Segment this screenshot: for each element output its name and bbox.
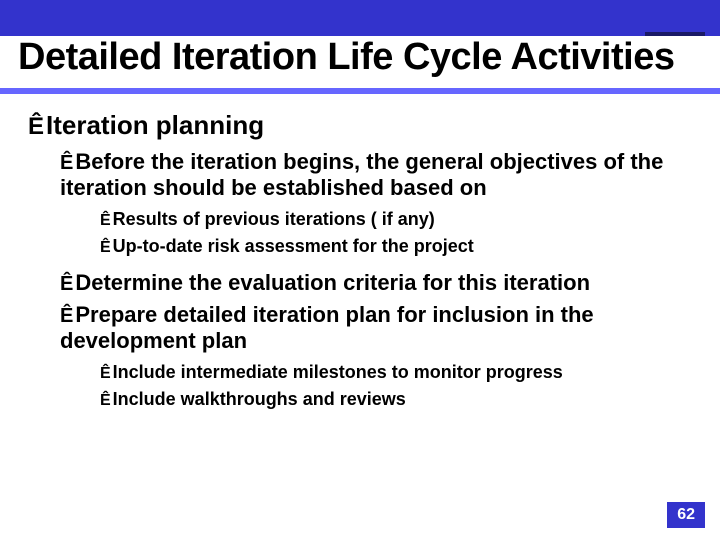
arrow-icon: Ê bbox=[60, 272, 73, 296]
bullet-level2: ÊBefore the iteration begins, the genera… bbox=[60, 149, 692, 202]
bullet-level3: ÊUp-to-date risk assessment for the proj… bbox=[100, 235, 692, 258]
page-number: 62 bbox=[667, 502, 705, 528]
bullet-text: Iteration planning bbox=[46, 110, 264, 140]
arrow-icon: Ê bbox=[60, 304, 73, 328]
bullet-text: Determine the evaluation criteria for th… bbox=[75, 270, 590, 295]
bullet-text: Include intermediate milestones to monit… bbox=[113, 362, 563, 382]
arrow-icon: Ê bbox=[28, 113, 44, 141]
bullet-level2: ÊDetermine the evaluation criteria for t… bbox=[60, 270, 692, 296]
bullet-text: Include walkthroughs and reviews bbox=[113, 389, 406, 409]
bullet-level3: ÊInclude intermediate milestones to moni… bbox=[100, 361, 692, 384]
bullet-text: Prepare detailed iteration plan for incl… bbox=[60, 302, 594, 353]
title-bar-top bbox=[0, 0, 720, 36]
title-band: Detailed Iteration Life Cycle Activities bbox=[0, 0, 720, 95]
slide-title: Detailed Iteration Life Cycle Activities bbox=[18, 36, 674, 79]
arrow-icon: Ê bbox=[100, 391, 111, 411]
bullet-level3: ÊInclude walkthroughs and reviews bbox=[100, 388, 692, 411]
arrow-icon: Ê bbox=[100, 238, 111, 258]
bullet-level2: ÊPrepare detailed iteration plan for inc… bbox=[60, 302, 692, 355]
bullet-text: Results of previous iterations ( if any) bbox=[113, 209, 435, 229]
bullet-text: Up-to-date risk assessment for the proje… bbox=[113, 236, 474, 256]
title-bar-bottom bbox=[0, 88, 720, 94]
bullet-level3: ÊResults of previous iterations ( if any… bbox=[100, 208, 692, 231]
arrow-icon: Ê bbox=[100, 211, 111, 231]
slide-content: ÊIteration planning ÊBefore the iteratio… bbox=[0, 95, 720, 411]
bullet-level1: ÊIteration planning bbox=[28, 111, 692, 141]
arrow-icon: Ê bbox=[60, 151, 73, 175]
bullet-text: Before the iteration begins, the general… bbox=[60, 149, 663, 200]
arrow-icon: Ê bbox=[100, 364, 111, 384]
spacer bbox=[28, 262, 692, 270]
